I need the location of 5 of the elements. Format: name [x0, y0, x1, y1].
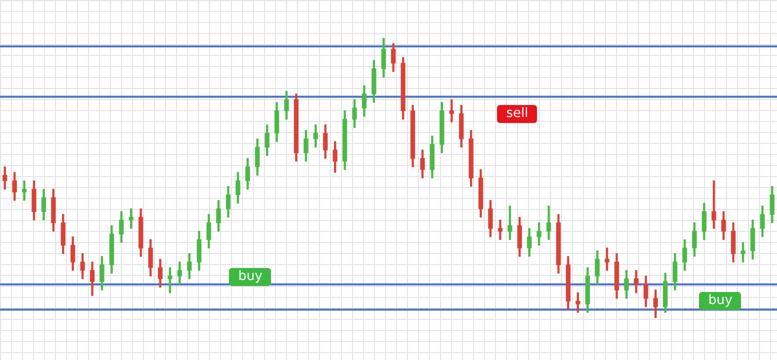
annotation: buy [229, 268, 272, 286]
annotation: buy [699, 292, 742, 310]
annotation: sell [497, 105, 538, 123]
candlestick [498, 220, 503, 240]
candlestick [22, 180, 27, 201]
